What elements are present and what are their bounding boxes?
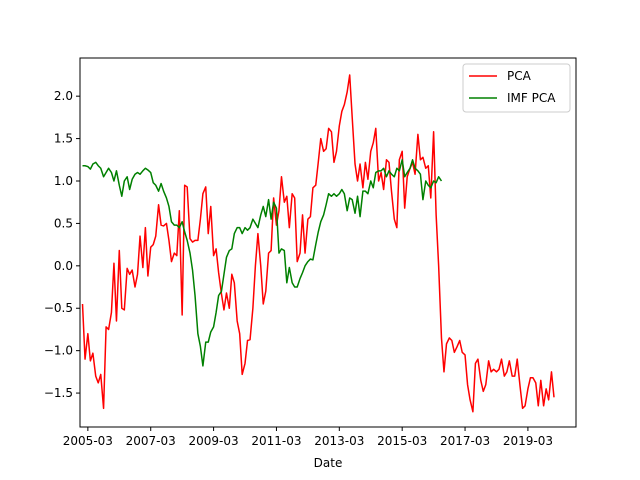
- series-line-pca: [81, 74, 555, 413]
- x-tick-label: 2005-03: [63, 434, 113, 448]
- x-tick-label: 2013-03: [314, 434, 364, 448]
- y-tick-label: −0.5: [44, 301, 73, 315]
- x-tick-label: 2015-03: [377, 434, 427, 448]
- x-tick-label: 2017-03: [440, 434, 490, 448]
- y-tick-label: −1.5: [44, 386, 73, 400]
- x-tick-label: 2011-03: [251, 434, 301, 448]
- series-line-imf-pca: [82, 159, 443, 367]
- y-tick-label: 0.5: [54, 216, 73, 230]
- legend-label: IMF PCA: [507, 91, 556, 105]
- plot-frame: [79, 57, 577, 428]
- x-tick-label: 2009-03: [189, 434, 239, 448]
- y-tick-label: 1.5: [54, 132, 73, 146]
- y-tick-label: 0.0: [54, 259, 73, 273]
- x-axis-label: Date: [314, 456, 343, 470]
- x-tick-label: 2007-03: [126, 434, 176, 448]
- legend-label: PCA: [507, 69, 532, 83]
- y-tick-label: −1.0: [44, 344, 73, 358]
- x-tick-label: 2019-03: [503, 434, 553, 448]
- legend: PCA IMF PCA: [462, 63, 571, 113]
- y-tick-label: 1.0: [54, 174, 73, 188]
- y-tick-label: 2.0: [54, 89, 73, 103]
